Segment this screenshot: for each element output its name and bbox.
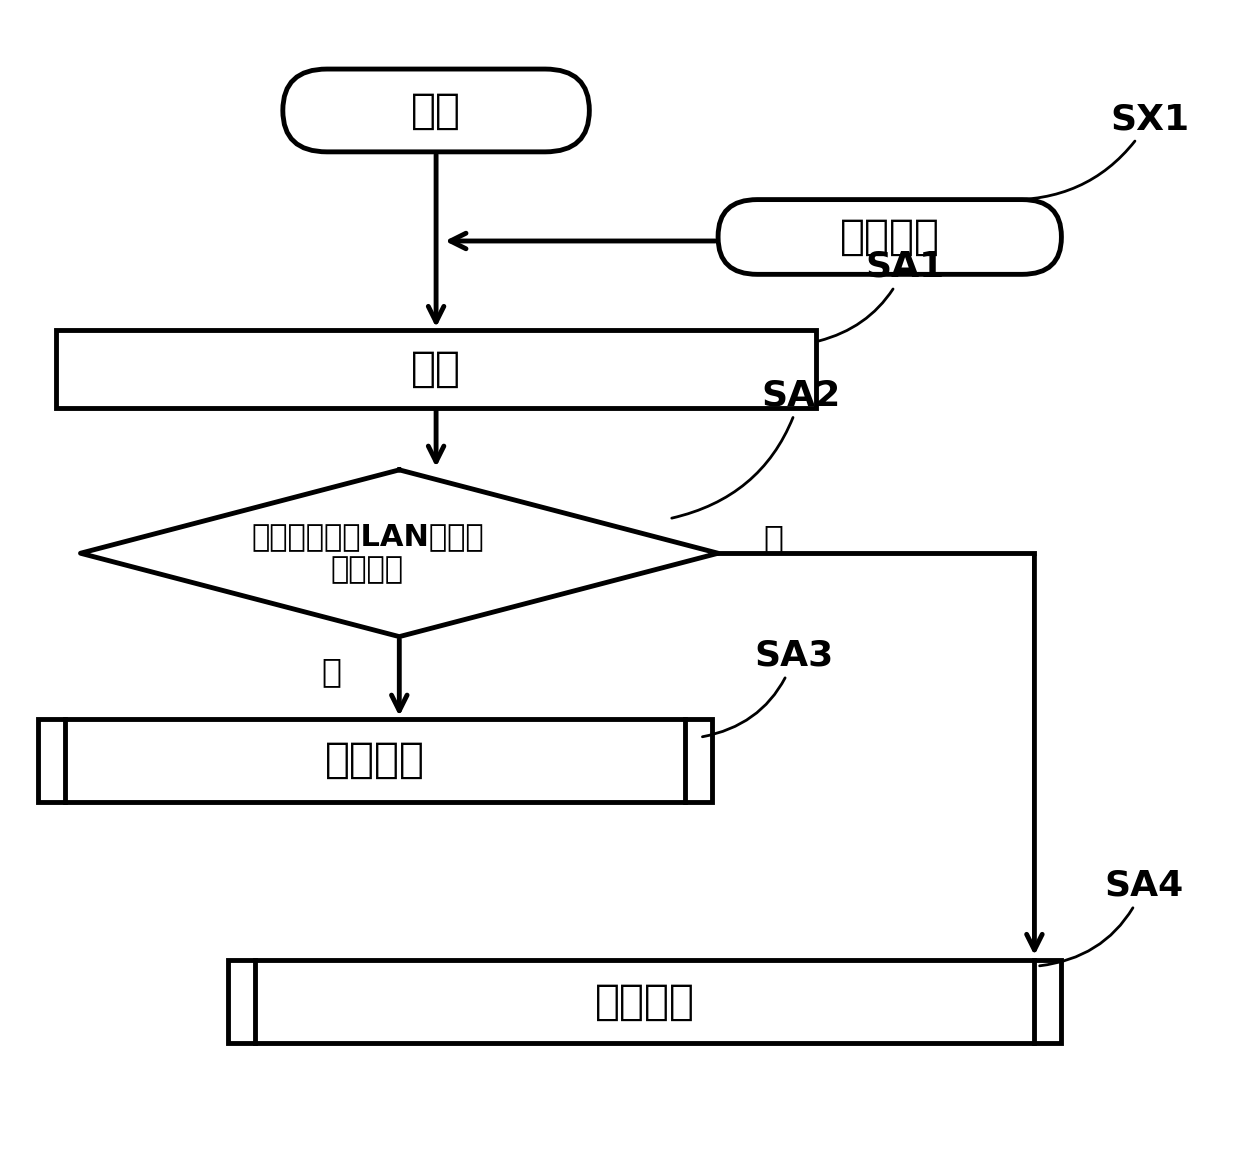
Bar <box>56 331 816 409</box>
Text: SA2: SA2 <box>672 378 841 518</box>
Polygon shape <box>81 470 718 637</box>
Text: 开始: 开始 <box>412 90 461 132</box>
FancyBboxPatch shape <box>283 69 589 151</box>
Bar <box>37 719 712 802</box>
Text: SA4: SA4 <box>1039 868 1183 966</box>
Text: 是: 是 <box>764 521 784 555</box>
Text: SX1: SX1 <box>1003 102 1189 200</box>
Text: 电源接通: 电源接通 <box>839 217 940 258</box>
Text: 第一处理: 第一处理 <box>325 739 425 781</box>
Text: 是连接了无线LAN适配器
的状态？: 是连接了无线LAN适配器 的状态？ <box>252 521 484 584</box>
Text: 第二处理: 第二处理 <box>594 981 694 1023</box>
FancyBboxPatch shape <box>718 199 1061 275</box>
Bar <box>228 960 1061 1043</box>
Text: 否: 否 <box>322 655 342 688</box>
Text: SA3: SA3 <box>702 639 835 737</box>
Text: 起动: 起动 <box>412 348 461 390</box>
Text: SA1: SA1 <box>818 250 945 341</box>
